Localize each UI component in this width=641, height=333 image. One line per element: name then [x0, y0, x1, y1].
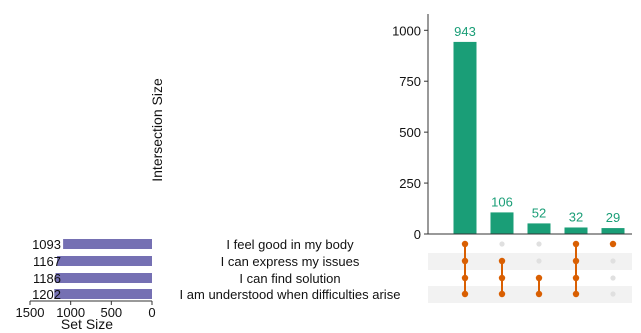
intersection-y-tick-label: 250 — [399, 176, 421, 191]
set-size-value: 1186 — [33, 271, 61, 286]
intersection-matrix — [461, 240, 617, 298]
set-size-axis-title: Set Size — [61, 316, 113, 332]
set-size-value: 1167 — [33, 254, 61, 269]
set-name-labels: I feel good in my body I can express my i… — [180, 237, 401, 302]
matrix-dot-active — [461, 257, 469, 265]
set-size-axis: 1500 1000 500 0 — [16, 300, 156, 320]
set-name: I feel good in my body — [226, 237, 354, 252]
set-name: I am understood when difficulties arise — [180, 287, 401, 302]
intersection-y-axis: 0 250 500 750 1000 — [392, 14, 632, 242]
intersection-y-tick-label: 1000 — [392, 23, 421, 38]
matrix-dot-inactive — [610, 275, 616, 281]
set-size-tick-label: 1500 — [16, 305, 45, 320]
matrix-dot-active — [535, 274, 543, 282]
intersection-y-tick-label: 0 — [414, 227, 421, 242]
intersection-bar — [601, 228, 625, 234]
intersection-bar — [453, 41, 477, 234]
intersection-bar-label: 32 — [569, 209, 583, 224]
intersection-y-tick-label: 500 — [399, 125, 421, 140]
matrix-dot-active — [498, 257, 506, 265]
matrix-dot-active — [572, 257, 580, 265]
intersection-bar-labels: 943 106 52 32 29 — [454, 24, 620, 225]
matrix-dot-inactive — [536, 258, 542, 264]
intersection-bar-label: 943 — [454, 24, 476, 39]
set-size-value: 1093 — [32, 237, 61, 252]
matrix-dot-active — [535, 290, 543, 298]
matrix-dot-active — [461, 274, 469, 282]
intersection-bar-label: 29 — [606, 210, 620, 225]
matrix-dot-active — [498, 274, 506, 282]
intersection-bar — [527, 223, 551, 234]
intersection-axis-title: Intersection Size — [149, 78, 165, 182]
set-size-bars — [54, 239, 153, 299]
matrix-stripe — [428, 286, 632, 303]
set-size-bar — [55, 273, 152, 283]
intersection-bar-label: 106 — [491, 194, 513, 209]
matrix-dot-active — [572, 274, 580, 282]
matrix-dot-inactive — [610, 291, 616, 297]
set-size-tick-label: 0 — [148, 305, 155, 320]
matrix-stripes — [428, 253, 632, 303]
set-name: I can express my issues — [221, 254, 360, 269]
matrix-dot-active — [461, 290, 469, 298]
intersection-y-tick-label: 750 — [399, 74, 421, 89]
matrix-dot-active — [461, 240, 469, 248]
set-size-tick-label: 500 — [100, 305, 122, 320]
set-size-tick-label: 1000 — [56, 305, 85, 320]
matrix-dot-active — [609, 240, 617, 248]
matrix-dot-active — [572, 240, 580, 248]
set-size-bar — [57, 256, 152, 266]
set-name: I can find solution — [239, 271, 340, 286]
intersection-bar — [564, 227, 588, 234]
matrix-dot-inactive — [499, 241, 505, 247]
matrix-dot-active — [572, 290, 580, 298]
set-size-value: 1202 — [32, 287, 61, 302]
intersection-bar — [490, 212, 514, 234]
intersection-bar-label: 52 — [532, 205, 546, 220]
matrix-dot-inactive — [610, 258, 616, 264]
matrix-stripe — [428, 253, 632, 270]
matrix-dot-active — [498, 290, 506, 298]
set-size-bar — [54, 289, 152, 299]
intersection-bars — [453, 41, 625, 234]
matrix-dot-inactive — [536, 241, 542, 247]
set-size-bar — [63, 239, 153, 249]
